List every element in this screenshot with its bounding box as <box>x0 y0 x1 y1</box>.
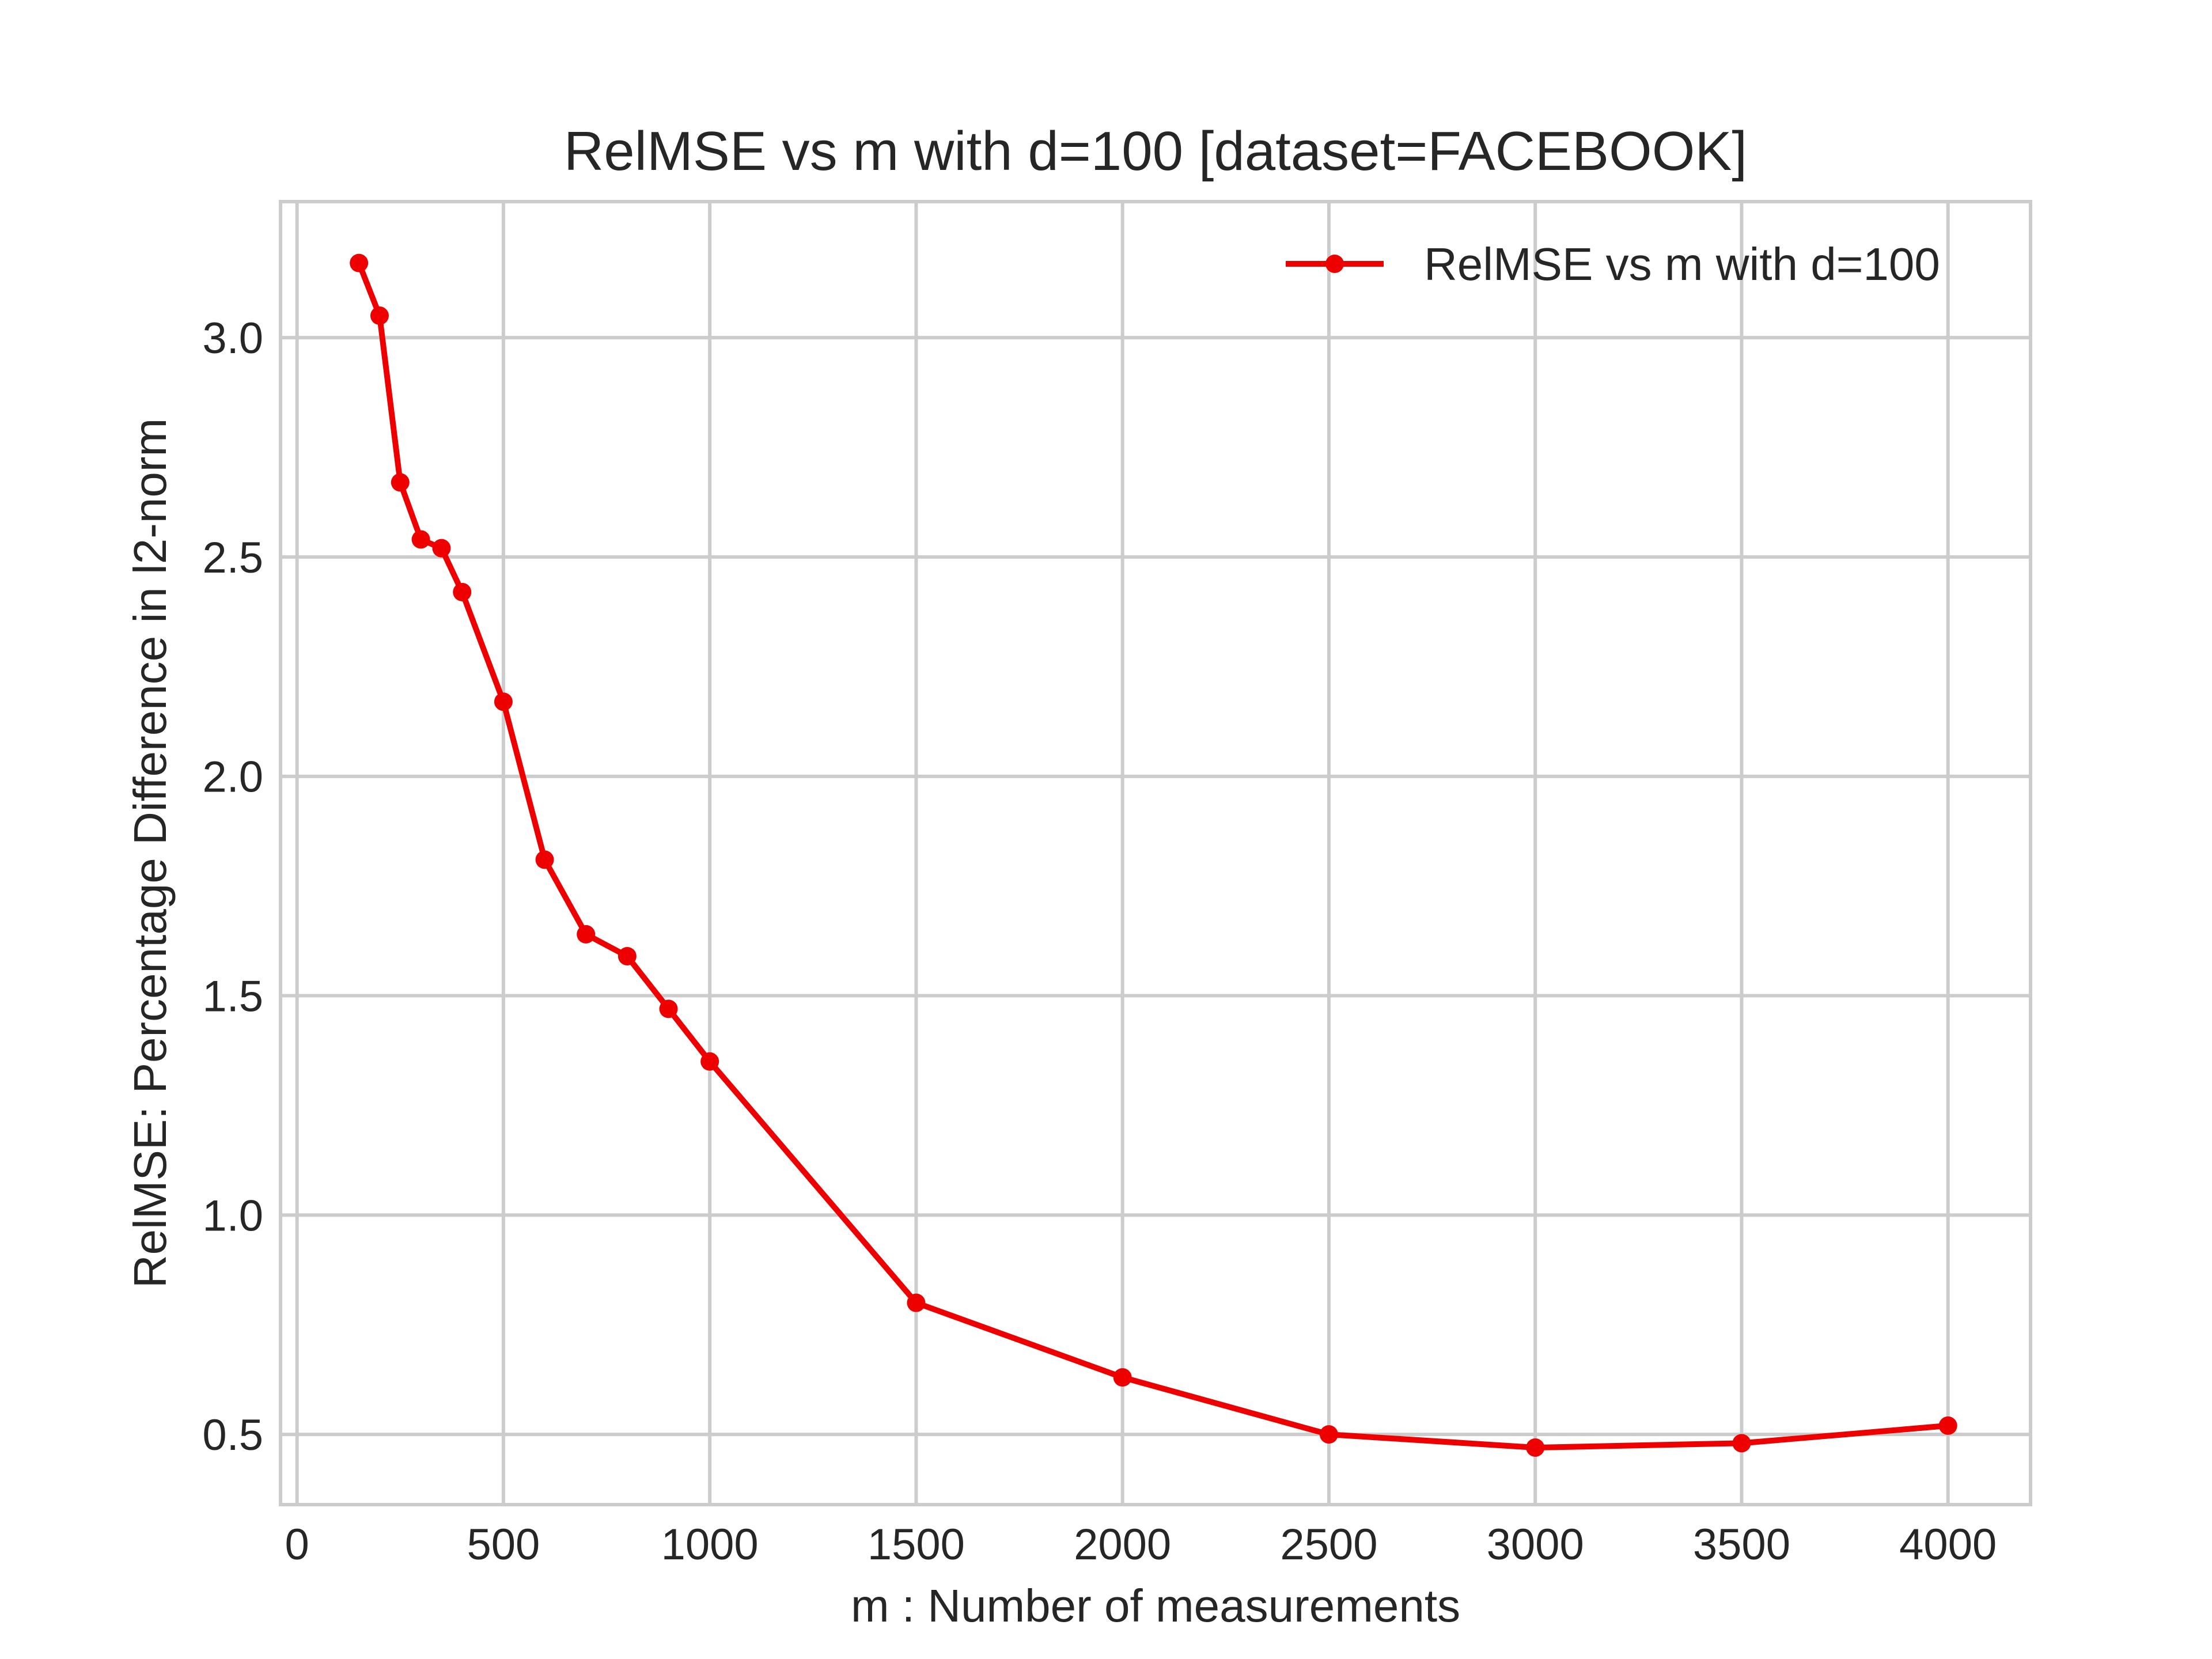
data-point <box>432 539 451 558</box>
data-point <box>907 1293 926 1312</box>
legend: RelMSE vs m with d=100 <box>1286 238 1940 290</box>
data-point <box>1113 1368 1132 1387</box>
series-line <box>356 260 1951 1450</box>
data-point <box>618 946 637 965</box>
data-point <box>370 306 389 325</box>
data-point <box>391 473 410 492</box>
x-axis-label: m : Number of measurements <box>851 1580 1460 1631</box>
plot-frame <box>279 200 2032 1506</box>
y-axis-label: RelMSE: Percentage Difference in l2-norm <box>124 418 176 1288</box>
data-point <box>659 999 678 1018</box>
series-layer <box>350 253 1957 1457</box>
tick-labels: 0 500 1000 1500 2000 2500 3000 3500 4000 0.5 1.0 1.… <box>202 314 1997 1569</box>
y-tick-label: 1.0 <box>202 1191 263 1240</box>
y-tick-label: 2.0 <box>202 753 263 802</box>
x-tick-label: 4000 <box>1899 1520 1997 1569</box>
data-point <box>577 925 596 944</box>
data-point <box>700 1052 719 1071</box>
grid-lines <box>281 202 2031 1505</box>
y-tick-label: 1.5 <box>202 972 263 1021</box>
data-point <box>411 530 430 549</box>
x-tick-label: 500 <box>467 1520 540 1569</box>
x-tick-label: 2000 <box>1074 1520 1171 1569</box>
y-tick-label: 3.0 <box>202 314 263 363</box>
y-tick-label: 0.5 <box>202 1411 263 1460</box>
legend-marker-swatch <box>1325 255 1344 273</box>
x-tick-label: 0 <box>285 1520 309 1569</box>
x-tick-label: 1000 <box>661 1520 759 1569</box>
x-tick-label: 1500 <box>868 1520 965 1569</box>
data-point <box>1732 1434 1751 1453</box>
x-tick-label: 3000 <box>1487 1520 1584 1569</box>
x-tick-label: 3500 <box>1693 1520 1790 1569</box>
x-tick-label: 2500 <box>1280 1520 1377 1569</box>
y-tick-label: 2.5 <box>202 533 263 582</box>
data-point <box>1319 1425 1338 1444</box>
data-point <box>535 850 554 869</box>
data-point <box>350 253 369 272</box>
data-point <box>1938 1416 1957 1435</box>
chart-title: RelMSE vs m with d=100 [dataset=FACEBOOK… <box>564 120 1747 182</box>
data-point <box>1526 1438 1545 1457</box>
data-point <box>453 582 472 601</box>
data-point <box>494 692 513 711</box>
legend-label: RelMSE vs m with d=100 <box>1424 238 1940 290</box>
